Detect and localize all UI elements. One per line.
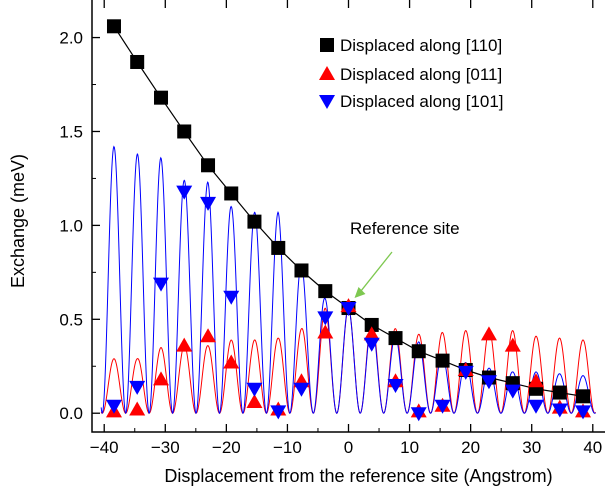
data-point	[246, 382, 263, 397]
data-point	[410, 407, 427, 422]
data-point	[575, 405, 592, 420]
y-tick-label: 1.5	[59, 122, 83, 141]
data-point	[223, 290, 240, 305]
data-point	[527, 373, 544, 388]
data-point	[504, 337, 521, 352]
x-tick-label: −40	[90, 438, 119, 457]
data-point	[177, 124, 192, 139]
axes-frame	[91, 0, 605, 433]
data-point	[388, 331, 403, 346]
data-point	[364, 317, 379, 332]
data-point	[176, 185, 193, 200]
data-point	[387, 379, 404, 394]
legend-label-011: Displaced along [011]	[340, 65, 502, 84]
y-tick-label: 2.0	[59, 29, 83, 48]
x-tick-label: 0	[344, 438, 353, 457]
data-point	[317, 311, 334, 326]
data-point	[551, 403, 568, 418]
data-point	[154, 90, 169, 105]
data-point	[576, 389, 591, 404]
data-point	[106, 19, 121, 34]
x-tick-label: −30	[151, 438, 180, 457]
data-point	[129, 401, 146, 416]
data-point	[223, 354, 240, 369]
data-point	[200, 328, 217, 343]
data-point	[340, 302, 357, 317]
x-axis-label: Displacement from the reference site (An…	[164, 466, 552, 486]
axis-ticks: −40 −30 −20 −10 0 10 20 30 40 0.0 0.5 1.0 1.5 2.0	[59, 0, 602, 457]
data-point	[153, 371, 170, 386]
annotation-arrow-head	[354, 287, 366, 299]
annotation-arrow-line	[357, 251, 393, 295]
data-point	[480, 326, 497, 341]
data-point	[293, 382, 310, 397]
x-tick-label: −20	[212, 438, 241, 457]
legend: Displaced along [110] Displaced along [0…	[319, 36, 504, 111]
data-point	[271, 240, 286, 255]
data-point	[201, 158, 216, 173]
legend-marker-2	[319, 95, 335, 109]
annotation-text: Reference site	[350, 219, 460, 238]
data-point	[224, 186, 239, 201]
data-point	[527, 399, 544, 414]
reference-site-annotation: Reference site	[350, 219, 460, 299]
data-point	[552, 385, 567, 400]
data-point	[318, 284, 333, 299]
data-point	[363, 326, 380, 341]
oscillation-curves	[100, 145, 597, 415]
data-point	[105, 399, 122, 414]
data-point	[363, 337, 380, 352]
data-point	[317, 324, 334, 339]
curve-1	[100, 145, 596, 415]
data-point	[457, 365, 474, 380]
x-tick-label: 10	[400, 438, 419, 457]
data-point	[294, 263, 309, 278]
data-point	[480, 375, 497, 390]
plot-frame	[91, 0, 605, 433]
y-tick-label: 0.0	[59, 404, 83, 423]
legend-marker-0	[320, 38, 334, 52]
x-tick-label: 40	[583, 438, 602, 457]
y-tick-label: 0.5	[59, 310, 83, 329]
data-point	[246, 393, 263, 408]
data-point	[435, 353, 450, 368]
y-tick-label: 1.0	[59, 216, 83, 235]
data-point	[411, 344, 426, 359]
data-point	[129, 380, 146, 395]
data-point	[130, 54, 145, 69]
legend-label-110: Displaced along [110]	[340, 36, 502, 55]
series-2	[105, 185, 592, 422]
y-axis-label: Exchange (meV)	[8, 154, 28, 288]
data-point	[270, 405, 287, 420]
data-point	[504, 384, 521, 399]
data-point	[200, 196, 217, 211]
x-tick-label: 20	[461, 438, 480, 457]
x-tick-label: −10	[273, 438, 302, 457]
data-point	[153, 277, 170, 292]
curve-0	[100, 307, 597, 414]
data-point	[176, 337, 193, 352]
legend-marker-1	[319, 66, 335, 80]
x-tick-label: 30	[522, 438, 541, 457]
data-point	[434, 399, 451, 414]
data-point	[247, 214, 262, 229]
legend-label-101: Displaced along [101]	[340, 92, 504, 111]
data-series	[105, 19, 592, 422]
